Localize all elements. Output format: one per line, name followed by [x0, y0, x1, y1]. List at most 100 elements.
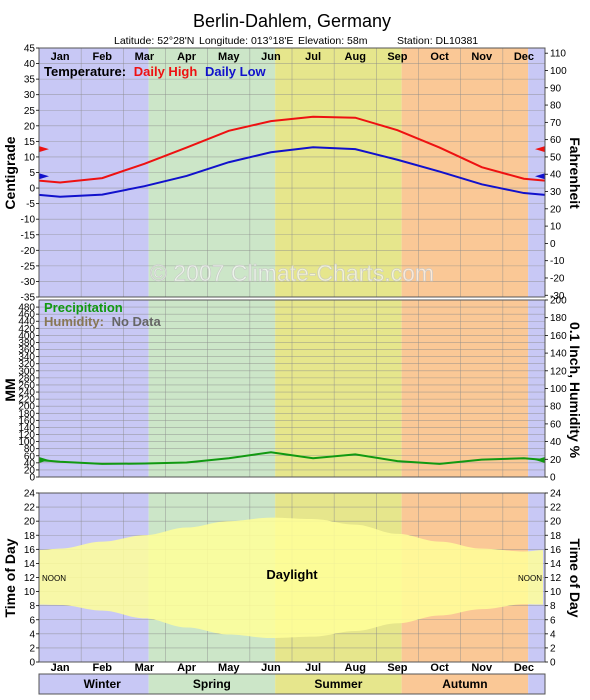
y-tick-label: 120 [18, 430, 35, 441]
y-tick-label: -15 [21, 230, 36, 241]
ylabel-time-of-day: Time of Day [2, 538, 18, 617]
y2-tick-label: 2 [550, 643, 556, 654]
noon-label-right: NOON [518, 574, 542, 583]
season-bar-frame [38, 673, 546, 695]
month-label-top: Mar [135, 51, 155, 63]
month-label-top: Sep [387, 51, 407, 63]
y2-tick-label: 70 [550, 118, 562, 129]
legend-daily-low: Daily Low [205, 64, 267, 79]
y-tick-label: 300 [18, 366, 35, 377]
y-tick-label: 14 [24, 559, 36, 570]
y2-tick-label: 180 [550, 313, 567, 324]
season-band [528, 300, 545, 477]
y-tick-label: 10 [24, 587, 36, 598]
y2-tick-label: 20 [550, 517, 562, 528]
y2-tick-label: 100 [550, 384, 567, 395]
y-tick-label: 260 [18, 380, 35, 391]
y-tick-label: -10 [21, 215, 36, 226]
month-label-top: Jun [261, 51, 281, 63]
season-bar-segment [39, 674, 149, 694]
y2-tick-label: -30 [550, 291, 565, 302]
season-bar-segment [528, 674, 545, 694]
y-tick-label: 20 [24, 465, 36, 476]
daily-low-line [38, 146, 546, 198]
month-label-bottom: Feb [92, 662, 112, 674]
y2-tick-label: 140 [550, 349, 567, 360]
y-tick-label: 30 [24, 90, 36, 101]
y2-tick-label: 8 [550, 601, 556, 612]
y-tick-label: 45 [24, 44, 36, 55]
y-tick-label: 15 [24, 137, 36, 148]
season-label-summer: Summer [314, 677, 362, 691]
noon-label-left: NOON [42, 574, 66, 583]
precip-marker-left [39, 457, 49, 464]
y2-tick-label: 90 [550, 83, 562, 94]
latitude-label: Latitude: 52°28'N [114, 35, 194, 47]
ylabel-inch-humidity: 0.1 Inch, Humidity % [567, 322, 583, 459]
ylabel-centigrade: Centigrade [2, 136, 18, 209]
month-label-top: Aug [345, 51, 366, 63]
y-tick-label: -35 [21, 293, 36, 304]
y-tick-label: 12 [24, 573, 36, 584]
y-tick-label: 20 [24, 517, 36, 528]
y2-tick-label: 22 [550, 503, 562, 514]
month-labels-bottom: Jan Feb Mar Apr May Jun Jul Aug Sep Oct Nov Dec [51, 662, 534, 674]
month-label-bottom: Apr [177, 662, 197, 674]
y-tick-label: 2 [29, 643, 35, 654]
y2-tick-label: 6 [550, 615, 556, 626]
season-bar-segment [275, 674, 402, 694]
y-tick-label: 200 [18, 402, 35, 413]
low-marker-left [39, 173, 49, 180]
month-label-bottom: Oct [430, 662, 449, 674]
y2-tick-label: 120 [550, 366, 567, 377]
y-tick-label: 40 [24, 59, 36, 70]
season-bar: Winter Spring Summer Autumn [38, 673, 546, 695]
y-tick-label: -20 [21, 246, 36, 257]
high-marker-left [39, 146, 49, 153]
y-tick-label: 280 [18, 373, 35, 384]
y-tick-label: 400 [18, 331, 35, 342]
precipitation-line [38, 451, 546, 465]
y-tick-label: 100 [18, 437, 35, 448]
precipitation-legend: Precipitation [44, 300, 123, 315]
series-lines [38, 115, 546, 465]
longitude-label: Longitude: 013°18'E [199, 35, 293, 47]
month-label-bottom: Dec [514, 662, 534, 674]
y2-tick-label: 24 [550, 489, 562, 500]
y2-tick-label: 20 [550, 204, 562, 215]
y2-tick-label: 200 [550, 296, 567, 307]
month-labels-top: Jan Feb Mar Apr May Jun Jul Aug Sep Oct Nov Dec [51, 51, 534, 63]
y2-tick-label: 0 [550, 473, 556, 484]
y-tick-label: -30 [21, 277, 36, 288]
y2-tick-label: 4 [550, 629, 556, 640]
y-tick-label: 0 [29, 473, 35, 484]
y2-tick-label: -20 [550, 273, 565, 284]
y-tick-label: 40 [24, 458, 36, 469]
y2-tick-label: 12 [550, 573, 562, 584]
y-tick-label: 160 [18, 416, 35, 427]
y2-tick-label: 10 [550, 587, 562, 598]
season-band [275, 300, 402, 477]
y2-tick-label: 20 [550, 455, 562, 466]
ylabel-fahrenheit: Fahrenheit [567, 137, 583, 209]
y-tick-label: 35 [24, 75, 36, 86]
y-tick-label: 340 [18, 352, 35, 363]
y-tick-label: 360 [18, 345, 35, 356]
month-label-bottom: May [218, 662, 240, 674]
y2-tick-label: 30 [550, 187, 562, 198]
low-marker-right [535, 173, 545, 180]
month-label-bottom: Aug [345, 662, 366, 674]
high-marker-right [535, 146, 545, 153]
y-tick-label: 420 [18, 324, 35, 335]
y-tick-label: 220 [18, 395, 35, 406]
month-label-top: Dec [514, 51, 534, 63]
month-label-top: May [218, 51, 240, 63]
y-tick-label: 0 [29, 658, 35, 669]
y-tick-label: 460 [18, 310, 35, 321]
chart-title: Berlin-Dahlem, Germany [193, 11, 391, 31]
y-tick-label: 80 [24, 444, 36, 455]
season-label-autumn: Autumn [442, 677, 487, 691]
season-label-spring: Spring [193, 677, 231, 691]
y-tick-label: 320 [18, 359, 35, 370]
season-bar-segment [401, 674, 529, 694]
